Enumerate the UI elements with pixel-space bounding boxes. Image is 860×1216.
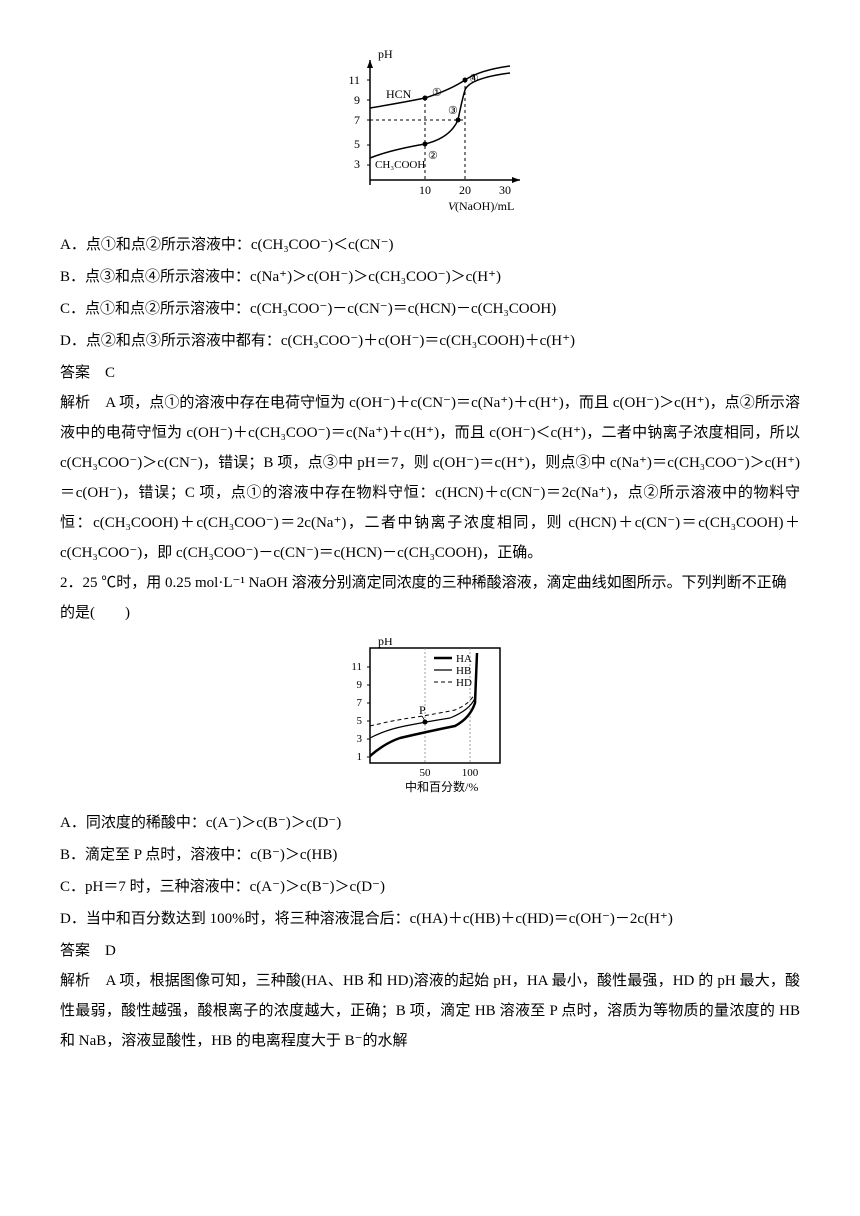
svg-text:HB: HB bbox=[456, 665, 471, 677]
explain-text: A 项，根据图像可知，三种酸(HA、HB 和 HD)溶液的起始 pH，HA 最小… bbox=[60, 973, 800, 1049]
option-2b: B．滴定至 P 点时，溶液中：c(B⁻)＞c(HB) bbox=[60, 840, 800, 870]
option-2a: A．同浓度的稀酸中：c(A⁻)＞c(B⁻)＞c(D⁻) bbox=[60, 808, 800, 838]
svg-text:9: 9 bbox=[354, 93, 360, 107]
chart-1-svg: 3 5 7 9 11 10 20 30 bbox=[330, 50, 530, 220]
chart-2-svg: 1 3 5 7 9 11 50 100 P bbox=[330, 638, 530, 798]
svg-text:HD: HD bbox=[456, 677, 472, 689]
option-1d: D．点②和点③所示溶液中都有：c(CH₃COO⁻)＋c(OH⁻)＝c(CH₃CO… bbox=[60, 326, 800, 356]
answer-value: D bbox=[105, 943, 116, 959]
question-2: 2．25 ℃时，用 0.25 mol·L⁻¹ NaOH 溶液分别滴定同浓度的三种… bbox=[60, 568, 800, 628]
option-text: A．点①和点②所示溶液中：c(CH₃COO⁻)＜c(CN⁻) bbox=[60, 237, 394, 253]
svg-text:③: ③ bbox=[448, 105, 458, 117]
svg-text:11: 11 bbox=[348, 73, 360, 87]
svg-text:CH₃COOH: CH₃COOH bbox=[375, 159, 425, 171]
answer-1: 答案 C bbox=[60, 358, 800, 388]
svg-text:7: 7 bbox=[354, 113, 360, 127]
svg-text:(NaOH)/mL: (NaOH)/mL bbox=[455, 199, 514, 213]
svg-text:10: 10 bbox=[419, 183, 431, 197]
svg-text:pH: pH bbox=[378, 50, 393, 61]
answer-2: 答案 D bbox=[60, 936, 800, 966]
svg-text:3: 3 bbox=[354, 157, 360, 171]
svg-text:中和百分数/%: 中和百分数/% bbox=[405, 779, 478, 794]
svg-text:20: 20 bbox=[459, 183, 471, 197]
svg-text:5: 5 bbox=[357, 715, 363, 727]
svg-text:HCN: HCN bbox=[386, 87, 412, 101]
svg-text:④: ④ bbox=[469, 73, 479, 85]
svg-text:①: ① bbox=[432, 87, 442, 99]
option-text: D．当中和百分数达到 100%时，将三种溶液混合后：c(HA)＋c(HB)＋c(… bbox=[60, 911, 673, 927]
option-text: A．同浓度的稀酸中：c(A⁻)＞c(B⁻)＞c(D⁻) bbox=[60, 815, 341, 831]
option-text: B．滴定至 P 点时，溶液中：c(B⁻)＞c(HB) bbox=[60, 847, 337, 863]
explain-text: A 项，点①的溶液中存在电荷守恒为 c(OH⁻)＋c(CN⁻)＝c(Na⁺)＋c… bbox=[60, 395, 800, 561]
svg-text:5: 5 bbox=[354, 137, 360, 151]
explanation-1: 解析 A 项，点①的溶液中存在电荷守恒为 c(OH⁻)＋c(CN⁻)＝c(Na⁺… bbox=[60, 388, 800, 568]
svg-text:HA: HA bbox=[456, 653, 472, 665]
svg-text:7: 7 bbox=[357, 697, 363, 709]
explain-label: 解析 bbox=[60, 395, 90, 411]
svg-text:P: P bbox=[419, 703, 426, 717]
option-text: B．点③和点④所示溶液中：c(Na⁺)＞c(OH⁻)＞c(CH₃COO⁻)＞c(… bbox=[60, 269, 501, 285]
option-1c: C．点①和点②所示溶液中：c(CH₃COO⁻)－c(CN⁻)＝c(HCN)－c(… bbox=[60, 294, 800, 324]
svg-text:3: 3 bbox=[357, 733, 363, 745]
option-2d: D．当中和百分数达到 100%时，将三种溶液混合后：c(HA)＋c(HB)＋c(… bbox=[60, 904, 800, 934]
question-text: 2．25 ℃时，用 0.25 mol·L⁻¹ NaOH 溶液分别滴定同浓度的三种… bbox=[60, 575, 787, 621]
answer-value: C bbox=[105, 365, 115, 381]
svg-text:pH: pH bbox=[378, 638, 393, 648]
chart-2-titration: 1 3 5 7 9 11 50 100 P bbox=[60, 638, 800, 798]
svg-text:9: 9 bbox=[357, 679, 363, 691]
svg-text:50: 50 bbox=[420, 767, 432, 779]
svg-text:100: 100 bbox=[462, 767, 479, 779]
answer-label: 答案 bbox=[60, 943, 90, 959]
answer-label: 答案 bbox=[60, 365, 90, 381]
explanation-2: 解析 A 项，根据图像可知，三种酸(HA、HB 和 HD)溶液的起始 pH，HA… bbox=[60, 966, 800, 1056]
svg-text:11: 11 bbox=[351, 661, 362, 673]
explain-label: 解析 bbox=[60, 973, 90, 989]
option-text: C．pH＝7 时，三种溶液中：c(A⁻)＞c(B⁻)＞c(D⁻) bbox=[60, 879, 385, 895]
option-2c: C．pH＝7 时，三种溶液中：c(A⁻)＞c(B⁻)＞c(D⁻) bbox=[60, 872, 800, 902]
svg-text:30: 30 bbox=[499, 183, 511, 197]
option-text: C．点①和点②所示溶液中：c(CH₃COO⁻)－c(CN⁻)＝c(HCN)－c(… bbox=[60, 301, 556, 317]
svg-text:1: 1 bbox=[357, 751, 363, 763]
option-text: D．点②和点③所示溶液中都有：c(CH₃COO⁻)＋c(OH⁻)＝c(CH₃CO… bbox=[60, 333, 575, 349]
chart-1-titration: 3 5 7 9 11 10 20 30 bbox=[60, 50, 800, 220]
option-1a: A．点①和点②所示溶液中：c(CH₃COO⁻)＜c(CN⁻) bbox=[60, 230, 800, 260]
option-1b: B．点③和点④所示溶液中：c(Na⁺)＞c(OH⁻)＞c(CH₃COO⁻)＞c(… bbox=[60, 262, 800, 292]
svg-text:②: ② bbox=[428, 150, 438, 162]
